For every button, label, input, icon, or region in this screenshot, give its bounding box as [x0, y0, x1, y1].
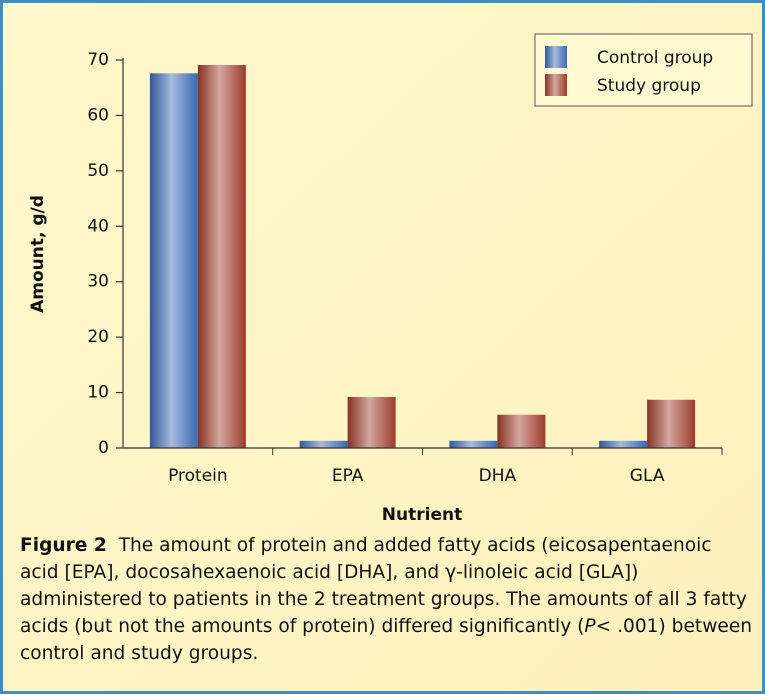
legend-swatch	[545, 46, 567, 68]
y-tick-label: 0	[98, 438, 109, 458]
bar	[197, 64, 246, 448]
y-axis-title: Amount, g/d	[28, 195, 48, 313]
bar	[497, 414, 546, 448]
bar	[149, 73, 198, 448]
y-tick-label: 20	[87, 327, 109, 347]
bar	[299, 440, 348, 448]
caption: Figure 2 The amount of protein and added…	[20, 532, 755, 667]
bar	[599, 440, 648, 448]
legend-label: Study group	[597, 76, 701, 96]
caption-italic: P	[584, 616, 596, 637]
bar	[647, 399, 696, 448]
y-tick-label: 70	[87, 50, 109, 70]
legend-label: Control group	[597, 48, 713, 68]
y-tick-label: 50	[87, 161, 109, 181]
x-axis-title: Nutrient	[382, 505, 462, 525]
y-tick-label: 10	[87, 383, 109, 403]
bar	[449, 440, 498, 448]
caption-text: The amount of protein and added fatty ac…	[20, 535, 747, 637]
legend-box	[534, 33, 753, 107]
legend-swatch	[545, 74, 567, 96]
x-tick-label: DHA	[479, 466, 517, 486]
y-tick-label: 40	[87, 216, 109, 236]
x-tick-label: EPA	[332, 466, 364, 486]
bar	[347, 397, 396, 448]
caption-text: < .001) between control and study groups…	[20, 616, 753, 664]
y-tick-label: 60	[87, 105, 109, 125]
x-tick-label: GLA	[630, 466, 665, 486]
caption-label: Figure 2	[20, 535, 107, 556]
x-tick-label: Protein	[168, 466, 228, 486]
y-tick-label: 30	[87, 272, 109, 292]
